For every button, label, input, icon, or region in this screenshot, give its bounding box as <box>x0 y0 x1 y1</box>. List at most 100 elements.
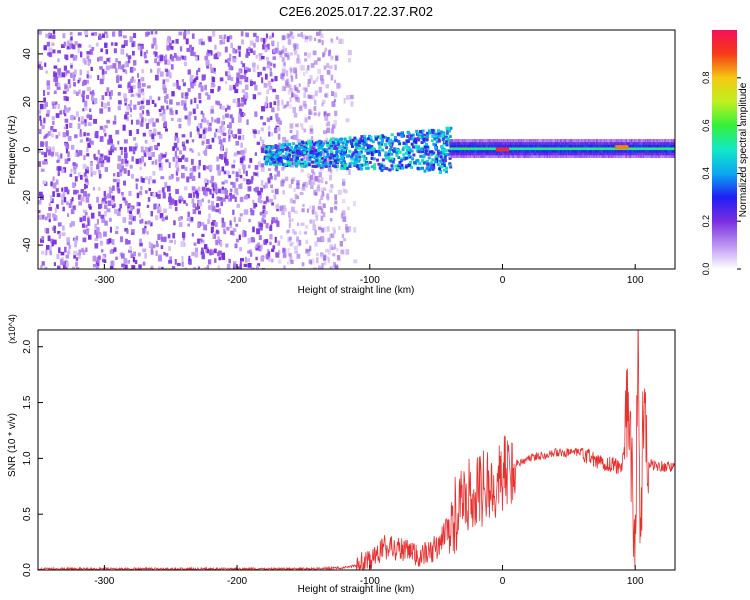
heatmap-cell <box>315 176 318 182</box>
heatmap-cell <box>139 158 142 163</box>
heatmap-cell <box>215 239 219 246</box>
heatmap-cell <box>447 138 451 142</box>
heatmap-cell <box>348 162 352 166</box>
heatmap-cell <box>127 203 131 207</box>
heatmap-cell <box>288 84 292 90</box>
heatmap-cell <box>420 141 424 144</box>
heatmap-cell <box>219 103 222 110</box>
heatmap-cell <box>219 40 223 45</box>
heatmap-cell <box>229 35 233 40</box>
heatmap-cell <box>447 126 451 130</box>
heatmap-cell <box>232 84 237 90</box>
heatmap-cell <box>120 172 123 177</box>
heatmap-cell <box>222 132 227 137</box>
heatmap-cell <box>65 123 68 130</box>
heatmap-cell <box>174 259 177 265</box>
heatmap-cell <box>162 236 167 243</box>
heatmap-cell <box>304 38 308 43</box>
heatmap-cell <box>182 82 186 87</box>
heatmap-cell <box>61 261 65 265</box>
heatmap-cell <box>267 145 271 149</box>
heatmap-cell <box>269 175 273 180</box>
heatmap-cell <box>99 66 103 70</box>
heatmap-cell <box>337 189 342 195</box>
heatmap-cell <box>101 199 105 204</box>
heatmap-cell <box>121 192 124 196</box>
heatmap-cell <box>238 184 242 189</box>
heatmap-cell <box>123 139 128 144</box>
heatmap-cell <box>229 114 233 119</box>
heatmap-cell <box>63 105 67 111</box>
heatmap-cell <box>322 142 325 146</box>
heatmap-cell <box>271 78 274 82</box>
heatmap-cell <box>163 55 167 61</box>
heatmap-cell <box>443 135 447 139</box>
heatmap-cell <box>111 199 114 204</box>
heatmap-cell <box>83 132 86 137</box>
heatmap-cell <box>94 157 98 161</box>
heatmap-cell <box>109 265 114 269</box>
heatmap-cell <box>217 135 221 140</box>
heatmap-cell <box>322 164 326 167</box>
heatmap-cell <box>100 214 105 219</box>
heatmap-cell <box>271 150 275 154</box>
heatmap-cell <box>301 140 304 144</box>
heatmap-cell <box>385 139 389 143</box>
heatmap-cell <box>323 158 327 162</box>
heatmap-cell <box>423 145 427 149</box>
heatmap-cell <box>347 50 352 56</box>
heatmap-cell <box>257 242 260 248</box>
heatmap-cell <box>81 247 84 253</box>
heatmap-cell <box>273 101 277 105</box>
heatmap-cell <box>290 32 294 36</box>
heatmap-cell <box>151 99 155 104</box>
heatmap-cell <box>173 142 178 149</box>
heatmap-cell <box>116 178 121 185</box>
heatmap-cell <box>145 190 148 194</box>
heatmap-cell <box>128 130 132 136</box>
heatmap-cell <box>186 176 190 183</box>
heatmap-cell <box>269 102 273 108</box>
heatmap-cell <box>216 203 220 208</box>
heatmap-cell <box>117 105 121 111</box>
heatmap-cell <box>73 69 77 75</box>
heatmap-cell <box>146 109 149 114</box>
heatmap-cell <box>146 50 148 54</box>
heatmap-cell <box>416 136 420 140</box>
heatmap-cell <box>169 74 172 79</box>
heatmap-cell <box>448 135 452 139</box>
heatmap-cell <box>79 217 83 223</box>
heatmap-cell <box>441 138 445 142</box>
heatmap-cell <box>322 212 326 218</box>
heatmap-cell <box>306 249 310 252</box>
heatmap-cell <box>300 150 303 154</box>
heatmap-cell <box>151 160 155 165</box>
heatmap-cell <box>167 246 171 251</box>
heatmap-cell <box>109 226 112 233</box>
heatmap-cell <box>162 108 166 115</box>
heatmap-cell <box>445 168 448 172</box>
heatmap-cell <box>113 247 117 252</box>
heatmap-cell <box>146 85 151 89</box>
heatmap-cell <box>57 265 61 269</box>
heatmap-cell <box>210 109 214 114</box>
heatmap-cell <box>41 124 45 129</box>
heatmap-cell <box>258 235 262 241</box>
heatmap-cell <box>77 123 81 129</box>
heatmap-cell <box>191 149 194 153</box>
heatmap-cell <box>62 90 67 94</box>
heatmap-cell <box>231 164 235 168</box>
heatmap-cell <box>341 155 345 159</box>
heatmap-cell <box>293 245 298 250</box>
heatmap-cell <box>345 224 348 230</box>
heatmap-cell <box>211 77 216 83</box>
heatmap-cell <box>82 249 86 255</box>
heatmap-cell <box>377 162 381 166</box>
heatmap-cell <box>301 126 304 130</box>
heatmap-cell <box>307 94 312 99</box>
heatmap-cell <box>276 221 280 227</box>
heatmap-cell <box>397 156 401 159</box>
heatmap-cell <box>259 200 263 204</box>
heatmap-cell <box>345 166 349 170</box>
heatmap-cell <box>210 105 214 111</box>
